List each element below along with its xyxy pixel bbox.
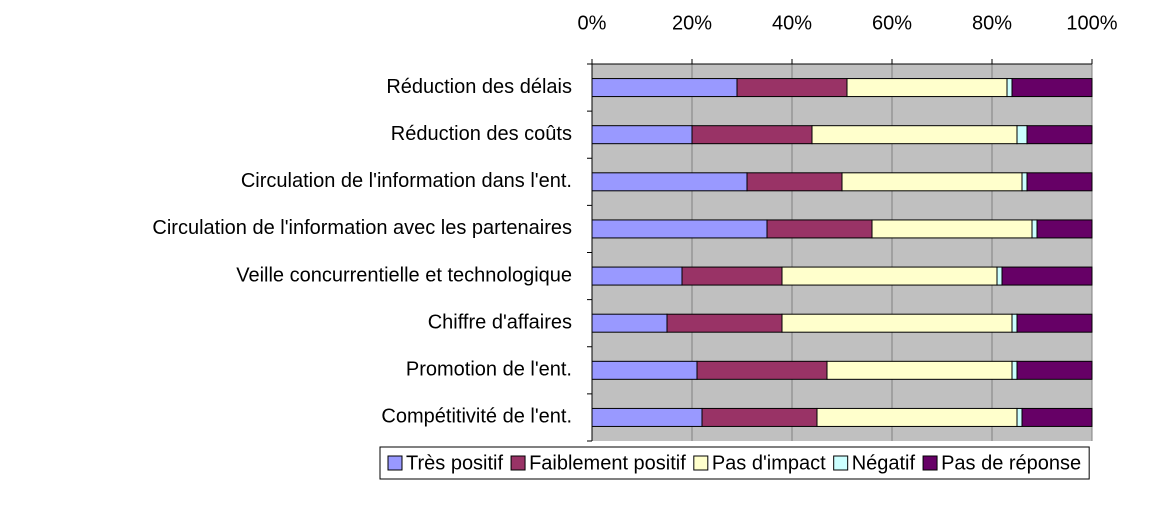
bar-segment [781,266,998,286]
bar-segment [591,313,668,333]
x-tick-label: 0% [578,12,607,34]
bar-segment [591,407,703,427]
bar-segment [1016,313,1093,333]
bar-segment [1001,266,1093,286]
y-tick-label: Circulation de l'information avec les pa… [152,217,572,239]
bar-segment [591,266,683,286]
plot-area [592,64,1092,441]
bar-segment [1016,125,1028,145]
x-tick-label: 80% [972,12,1012,34]
bar-segment [691,125,813,145]
legend-swatch [387,455,403,471]
legend-label: Pas d'impact [712,452,826,474]
bar-segment [591,172,748,192]
bar-segment [1021,407,1093,427]
bar-segment [591,125,693,145]
x-tick-label: 100% [1066,12,1117,34]
bar-segment [1011,313,1018,333]
x-tick-label: 40% [772,12,812,34]
bar-segment [841,172,1023,192]
bar-segment [871,219,1033,239]
bar-segment [681,266,783,286]
y-tick-label: Chiffre d'affaires [428,311,572,333]
bar-segment [736,78,848,98]
y-tick-label: Veille concurrentielle et technologique [236,264,572,286]
y-tick-label: Réduction des coûts [391,123,572,145]
legend-swatch [693,455,709,471]
legend-label: Pas de réponse [941,452,1081,474]
bar-segment [1016,360,1093,380]
bar-segment [591,78,738,98]
legend-label: Faiblement positif [529,452,686,474]
bar-segment [1011,360,1018,380]
bar-segment [816,407,1018,427]
bar-segment [696,360,828,380]
bar-segment [746,172,843,192]
y-tick-label: Compétitivité de l'ent. [381,406,572,428]
bar-segment [1006,78,1013,98]
legend-label: Négatif [852,452,916,474]
bar-segment [1031,219,1038,239]
legend-swatch [510,455,526,471]
bar-segment [811,125,1018,145]
legend-swatch [922,455,938,471]
bar-segment [1026,172,1093,192]
bar-segment [591,360,698,380]
bar-segment [1036,219,1093,239]
y-tick-label: Circulation de l'information dans l'ent. [241,170,572,192]
bar-segment [701,407,818,427]
bar-segment [1026,125,1093,145]
legend-swatch [833,455,849,471]
legend-box [379,446,1090,480]
bar-segment [666,313,783,333]
bar-segment [846,78,1008,98]
legend-label: Très positif [406,452,504,474]
bar-segment [1021,172,1028,192]
x-tick-label: 60% [872,12,912,34]
bar-segment [996,266,1003,286]
bar-segment [826,360,1013,380]
x-tick-label: 20% [672,12,712,34]
bar-segment [781,313,1013,333]
bar-segment [766,219,873,239]
bar-segment [591,219,768,239]
bar-segment [1016,407,1023,427]
y-tick-label: Promotion de l'ent. [406,359,572,381]
y-tick-label: Réduction des délais [386,76,572,98]
bar-segment [1011,78,1093,98]
